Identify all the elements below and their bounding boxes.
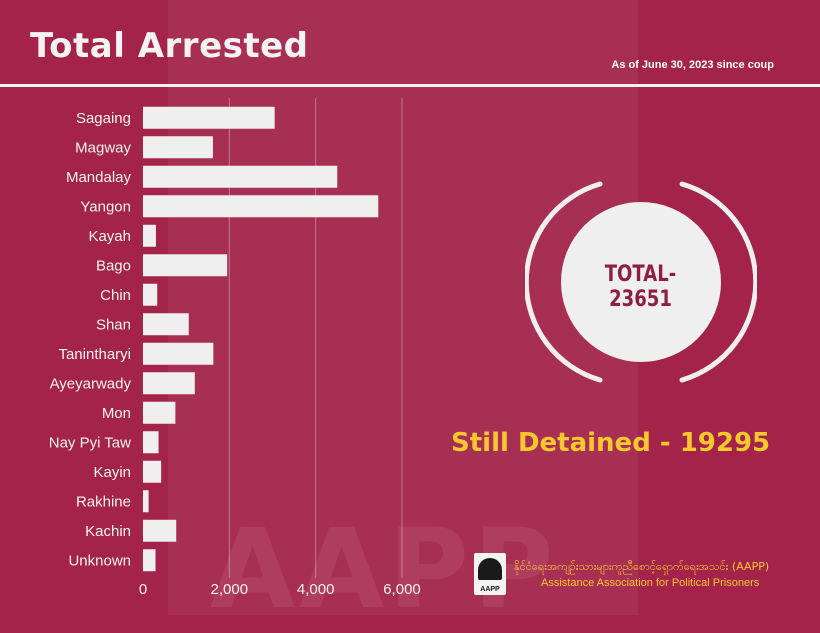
category-label: Kayah (88, 228, 131, 245)
bar (143, 460, 162, 483)
category-label: Chin (100, 287, 131, 304)
date-subtitle: As of June 30, 2023 since coup (611, 59, 774, 71)
category-label: Yangon (80, 198, 131, 215)
logo-emblem-icon (478, 558, 502, 580)
total-circle (525, 181, 757, 383)
category-label: Mandalay (66, 169, 132, 186)
aapp-logo: AAPP (474, 553, 506, 595)
logo-text: AAPP (480, 586, 500, 593)
category-label: Shan (96, 316, 131, 333)
category-label: Ayeyarwady (50, 375, 132, 392)
category-label: Bago (96, 257, 131, 274)
bar (143, 283, 158, 306)
bar (143, 136, 213, 159)
category-label: Tanintharyi (58, 346, 131, 363)
org-name-english: Assistance Association for Political Pri… (541, 577, 760, 589)
x-tick-label: 0 (139, 581, 147, 598)
category-label: Rakhine (76, 493, 131, 510)
total-count-label: TOTAL-23651 (604, 262, 677, 312)
x-tick-label: 6,000 (383, 581, 421, 598)
bar (143, 254, 228, 277)
bar-chart: Sagaing Magway Mandalay Yangon Kayah Bago Chin… (49, 98, 421, 598)
category-label: Mon (102, 405, 131, 422)
bar (143, 165, 338, 188)
background-watermark-panel (168, 0, 638, 615)
x-tick-label: 4,000 (297, 581, 335, 598)
bar (143, 342, 214, 365)
bar (143, 490, 149, 513)
category-label: Sagaing (76, 110, 131, 127)
bar (143, 106, 275, 129)
bar (143, 313, 189, 336)
header-divider (0, 84, 820, 87)
category-label: Unknown (68, 552, 131, 569)
category-label: Nay Pyi Taw (49, 434, 131, 451)
bar (143, 519, 177, 542)
bar (143, 401, 176, 424)
bar (143, 372, 195, 395)
bar (143, 224, 156, 247)
x-tick-label: 2,000 (211, 581, 249, 598)
bar (143, 549, 156, 572)
category-label: Kayin (93, 464, 131, 481)
bar (143, 195, 379, 218)
category-label: Kachin (85, 523, 131, 540)
category-label: Magway (75, 139, 131, 156)
page-title: Total Arrested (30, 26, 309, 66)
org-name-native: နိုင်ငံရေးအကျဉ်းသားများကူညီစောင့်ရှောက်ရ… (514, 560, 770, 573)
bar (143, 431, 159, 454)
still-detained-label: Still Detained - 19295 (451, 428, 771, 458)
